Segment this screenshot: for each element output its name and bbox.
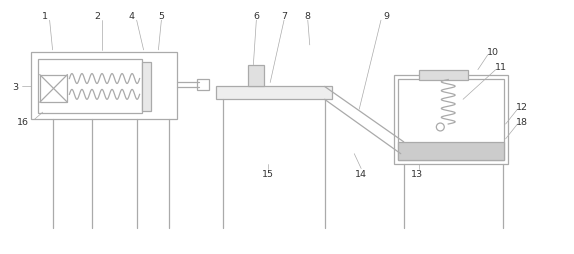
Bar: [216, 87, 332, 100]
Text: 12: 12: [517, 102, 529, 111]
Bar: [249, 66, 264, 87]
Text: 9: 9: [383, 12, 389, 21]
Text: 18: 18: [517, 117, 529, 126]
Text: 2: 2: [94, 12, 100, 21]
Text: 11: 11: [495, 63, 507, 72]
Text: 10: 10: [487, 48, 499, 57]
Bar: [394, 75, 507, 164]
Bar: [31, 53, 177, 120]
Text: 6: 6: [253, 12, 259, 21]
Text: 3: 3: [12, 83, 18, 92]
Bar: [398, 79, 503, 160]
Bar: [197, 79, 209, 91]
Text: 16: 16: [17, 117, 29, 126]
Bar: [40, 75, 67, 103]
Bar: [38, 59, 142, 114]
Text: 13: 13: [410, 169, 422, 178]
Text: 5: 5: [158, 12, 164, 21]
Text: 14: 14: [355, 169, 367, 178]
Text: 4: 4: [129, 12, 135, 21]
Bar: [398, 142, 503, 160]
Text: 8: 8: [305, 12, 311, 21]
Text: 15: 15: [262, 169, 274, 178]
Text: 7: 7: [281, 12, 287, 21]
Bar: [142, 62, 152, 112]
Bar: [418, 70, 468, 80]
Circle shape: [436, 123, 444, 131]
Text: 1: 1: [42, 12, 48, 21]
